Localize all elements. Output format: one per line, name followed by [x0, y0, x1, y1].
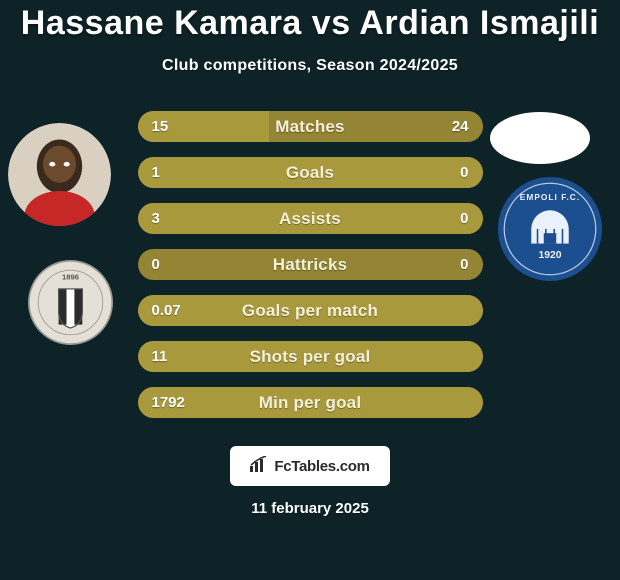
stat-label: Shots per goal [138, 347, 483, 367]
stat-row: 1524Matches [138, 111, 483, 142]
stat-row: 0.07Goals per match [138, 295, 483, 326]
stat-row: 30Assists [138, 203, 483, 234]
player2-club-badge: EMPOLI F.C. 1920 [498, 177, 602, 281]
stat-row: 10Goals [138, 157, 483, 188]
date-label: 11 february 2025 [251, 500, 369, 517]
chart-icon [250, 456, 268, 476]
player1-avatar-svg [8, 123, 111, 226]
stat-label: Goals per match [138, 301, 483, 321]
stat-label: Matches [138, 117, 483, 137]
stat-label: Goals [138, 163, 483, 183]
page-title: Hassane Kamara vs Ardian Ismajili [21, 4, 599, 43]
club2-name: EMPOLI F.C. [520, 192, 580, 202]
stat-label: Min per goal [138, 393, 483, 413]
stat-row: 00Hattricks [138, 249, 483, 280]
player1-club-badge: 1896 [28, 260, 113, 345]
club1-year: 1896 [62, 273, 79, 282]
club2-year: 1920 [538, 250, 561, 261]
fctables-logo: FcTables.com [230, 446, 390, 486]
logo-text: FcTables.com [274, 458, 369, 475]
stat-row: 11Shots per goal [138, 341, 483, 372]
player1-avatar [8, 123, 111, 226]
player2-avatar-placeholder [490, 112, 590, 164]
stat-label: Hattricks [138, 255, 483, 275]
stat-row: 1792Min per goal [138, 387, 483, 418]
empoli-badge-icon: EMPOLI F.C. 1920 [498, 177, 602, 281]
udinese-badge-icon: 1896 [28, 260, 113, 345]
page-subtitle: Club competitions, Season 2024/2025 [162, 57, 458, 75]
comparison-card: Hassane Kamara vs Ardian Ismajili Club c… [0, 0, 620, 580]
stat-label: Assists [138, 209, 483, 229]
stats-list: 1524Matches 10Goals 30Assists 00Hattricks 0.… [138, 111, 483, 418]
